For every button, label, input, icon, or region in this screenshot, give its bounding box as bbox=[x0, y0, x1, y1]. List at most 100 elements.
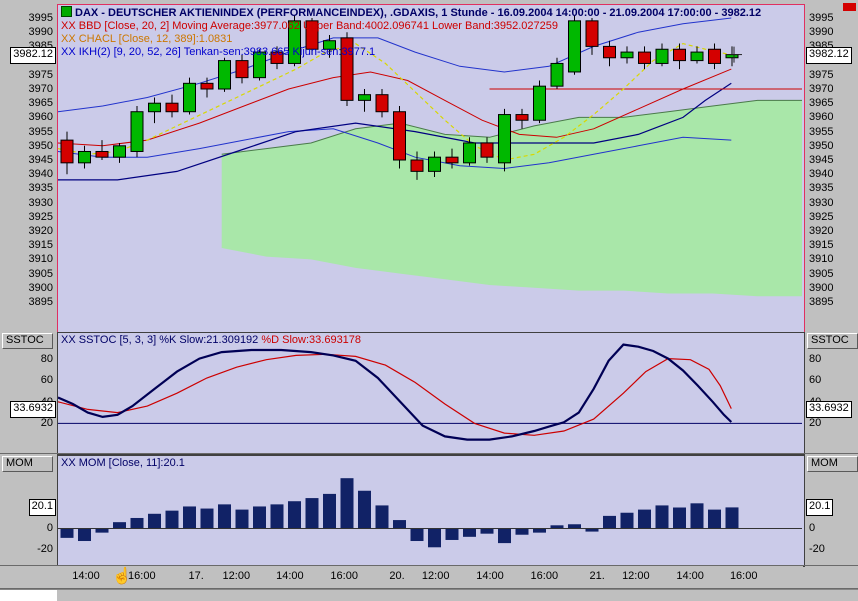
sstoc-panel-button[interactable]: SSTOC bbox=[2, 333, 53, 349]
time-axis-label: 12:00 bbox=[421, 570, 450, 582]
candle bbox=[585, 20, 599, 47]
time-axis-label: 20. bbox=[389, 570, 405, 582]
price-chart-panel[interactable]: DAX - DEUTSCHER AKTIENINDEX (PERFORMANCE… bbox=[57, 4, 805, 333]
momentum-bar bbox=[375, 505, 389, 529]
axis-tick-label: 3925 bbox=[809, 210, 834, 223]
candle bbox=[620, 51, 634, 59]
axis-tick-label: 3950 bbox=[28, 139, 53, 152]
horizontal-scrollbar[interactable] bbox=[0, 589, 858, 601]
sstoc-legend[interactable]: XX SSTOC [5, 3, 3] %K Slow:21.309192 %D … bbox=[61, 334, 361, 347]
mom-panel-button-right[interactable]: MOM bbox=[807, 456, 858, 472]
price-legend: DAX - DEUTSCHER AKTIENINDEX (PERFORMANCE… bbox=[61, 6, 761, 59]
candle bbox=[218, 60, 231, 90]
candle bbox=[568, 20, 581, 73]
momentum-bar bbox=[358, 490, 371, 529]
price-plot[interactable] bbox=[58, 5, 802, 330]
chart-icon bbox=[61, 6, 72, 17]
momentum-bar bbox=[603, 515, 616, 529]
momentum-bar bbox=[463, 528, 476, 537]
sstoc-chart-panel[interactable]: XX SSTOC [5, 3, 3] %K Slow:21.309192 %D … bbox=[57, 332, 805, 455]
axis-tick-label: 3955 bbox=[28, 125, 53, 138]
candle bbox=[603, 45, 616, 59]
candle bbox=[358, 94, 371, 101]
axis-tick-label: 3915 bbox=[28, 239, 53, 252]
axis-tick-label: 3930 bbox=[28, 196, 53, 209]
momentum-bar bbox=[393, 520, 406, 529]
candle bbox=[393, 111, 406, 161]
momentum-bar bbox=[725, 507, 739, 529]
momentum-bar bbox=[515, 528, 529, 535]
candle bbox=[428, 156, 441, 172]
momentum-bar bbox=[340, 478, 354, 529]
momentum-bar bbox=[690, 503, 704, 529]
axis-tick-label: 20 bbox=[40, 417, 53, 430]
momentum-bar bbox=[620, 512, 634, 529]
mom-plot[interactable] bbox=[58, 456, 802, 564]
candle bbox=[690, 51, 704, 62]
axis-tick-label: 3995 bbox=[28, 12, 53, 24]
mom-right-axis: MOM 20.1 0 -20 bbox=[805, 455, 858, 565]
axis-tick-label: 3955 bbox=[809, 125, 834, 138]
panel-divider bbox=[0, 588, 858, 589]
mom-value-box-left: 20.1 bbox=[28, 499, 56, 517]
candle bbox=[78, 150, 91, 164]
candle bbox=[375, 94, 389, 113]
candle bbox=[270, 51, 284, 64]
axis-tick-label: 3925 bbox=[28, 210, 53, 223]
mom-left-axis: MOM 20.1 0 -20 bbox=[0, 455, 57, 565]
time-axis-label: 14:00 bbox=[476, 570, 504, 582]
mom-panel-button[interactable]: MOM bbox=[2, 456, 53, 472]
candle bbox=[253, 51, 266, 79]
axis-tick-label: 3905 bbox=[809, 267, 834, 280]
time-axis-label: 17. bbox=[188, 570, 204, 582]
indicator-ikh-legend[interactable]: XX IKH(2) [9, 20, 52, 26] Tenkan-sen:398… bbox=[61, 46, 376, 58]
chart-title-text: DAX - DEUTSCHER AKTIENINDEX (PERFORMANCE… bbox=[75, 7, 762, 19]
axis-tick-label: 3950 bbox=[809, 139, 834, 152]
momentum-bar bbox=[270, 504, 284, 529]
mom-legend[interactable]: XX MOM [Close, 11]:20.1 bbox=[61, 457, 185, 469]
axis-tick-label: -20 bbox=[37, 543, 53, 556]
axis-tick-label: 3930 bbox=[809, 196, 834, 209]
momentum-bar bbox=[673, 507, 686, 529]
candle bbox=[60, 139, 74, 164]
momentum-bar bbox=[568, 524, 581, 529]
sstoc-plot[interactable] bbox=[58, 333, 802, 452]
momentum-bar bbox=[708, 509, 721, 529]
momentum-bar bbox=[218, 504, 231, 529]
axis-tick-label: 3975 bbox=[28, 68, 53, 81]
axis-tick-label: 80 bbox=[40, 352, 53, 365]
momentum-bar bbox=[428, 528, 441, 548]
candle bbox=[183, 82, 196, 113]
momentum-bar bbox=[638, 509, 651, 529]
price-left-axis: 3982.12 39953990398539753970396539603955… bbox=[0, 4, 57, 331]
scrollbar-corner bbox=[0, 590, 57, 601]
candle bbox=[463, 142, 476, 164]
panel-divider bbox=[0, 565, 858, 566]
momentum-bar bbox=[445, 528, 459, 540]
axis-tick-label: 3975 bbox=[809, 68, 834, 81]
momentum-bar bbox=[200, 508, 214, 529]
axis-tick-label: 3970 bbox=[809, 83, 834, 95]
axis-tick-label: 3940 bbox=[809, 168, 834, 181]
axis-tick-label: 3935 bbox=[809, 182, 834, 195]
candle bbox=[130, 111, 144, 152]
momentum-bar bbox=[130, 517, 144, 529]
time-axis-label: 16:00 bbox=[128, 570, 156, 582]
candle bbox=[638, 51, 651, 64]
indicator-chacl-legend[interactable]: XX CHACL [Close, 12, 389]:1.0831 bbox=[61, 33, 233, 45]
candle bbox=[148, 102, 161, 113]
candle bbox=[323, 40, 336, 50]
sstoc-legend-k: XX SSTOC [5, 3, 3] %K Slow:21.309192 bbox=[61, 334, 262, 346]
mom-chart-panel[interactable]: XX MOM [Close, 11]:20.1 bbox=[57, 455, 805, 567]
axis-tick-label: 60 bbox=[40, 374, 53, 387]
axis-tick-label: 3945 bbox=[809, 154, 834, 166]
axis-tick-label: 3990 bbox=[809, 26, 834, 39]
candle bbox=[533, 85, 546, 121]
mom-value-box-right: 20.1 bbox=[806, 499, 834, 517]
axis-tick-label: 0 bbox=[809, 522, 816, 535]
indicator-bbd-legend[interactable]: XX BBD [Close, 20, 2] Moving Average:397… bbox=[61, 20, 558, 32]
sstoc-panel-button-right[interactable]: SSTOC bbox=[807, 333, 858, 349]
candle bbox=[498, 114, 511, 164]
axis-tick-label: 60 bbox=[809, 374, 822, 387]
last-price-box-left: 3982.12 bbox=[10, 46, 56, 64]
